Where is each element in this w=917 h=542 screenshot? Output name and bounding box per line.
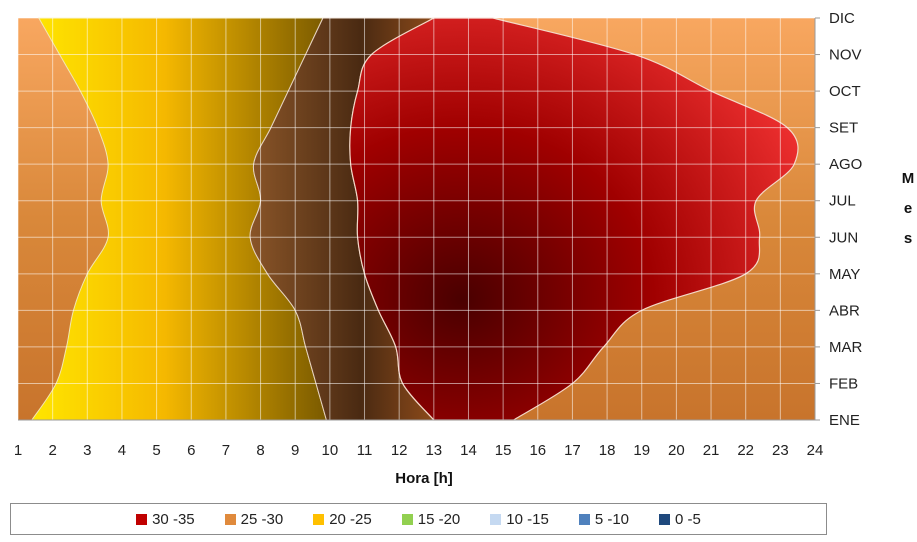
heatmap-chart: 1 2 3 4 5 6 7 8 9 10 11 12 13 14 15 16 17 18 19 20 21 22 23 24 … [14,10,915,487]
x-tick-label: 13 [425,442,442,459]
legend-swatch [490,513,502,525]
legend-swatch [578,513,590,525]
x-tick-label: 14 [460,442,477,459]
y-tick-label: OCT [829,83,861,100]
x-tick-label: 20 [668,442,685,459]
legend-item: 30 -35 [136,511,195,528]
legend-label: 15 -20 [417,510,461,528]
y-tick-label: FEB [829,375,858,392]
x-tick-label: 12 [391,442,408,459]
x-tick-label: 6 [187,442,195,459]
x-tick-label: 11 [357,442,373,459]
x-tick-label: 18 [599,442,616,459]
legend-label: 25 -30 [240,510,284,528]
y-tick-label: JUN [829,229,858,246]
x-tick-label: 24 [807,442,824,459]
y-tick-label: AGO [829,156,862,173]
legend-item: 10 -15 [490,511,549,528]
legend-item: 5 -10 [578,510,630,528]
x-tick-label: 8 [256,442,264,459]
legend-label: 10 -15 [506,510,549,528]
y-tick-label: MAY [829,266,860,283]
x-tick-label: 17 [564,442,581,459]
plot-area [18,17,815,421]
legend-item: 20 -25 [313,511,372,528]
x-tick-label: 7 [222,442,230,459]
x-tick-label: 15 [495,442,512,459]
grid-lines [17,17,816,421]
legend: 30 -35 25 -30 20 -25 15 -20 10 -15 5 -10 0 -5 [10,503,827,535]
x-tick-label: 2 [48,442,56,459]
y-axis: ENE FEB MAR ABR MAY JUN JUL AGO SET OCT NOV DIC [815,10,863,429]
x-tick-label: 5 [152,442,160,459]
legend-item: 0 -5 [659,511,701,528]
x-tick-label: 23 [772,442,789,459]
x-tick-label: 4 [118,442,126,459]
y-tick-label: NOV [829,47,862,64]
x-tick-label: 1 [14,442,22,459]
x-tick-label: 16 [529,442,546,459]
x-axis: 1 2 3 4 5 6 7 8 9 10 11 12 13 14 15 16 17 18 19 20 21 22 23 24 [14,442,824,459]
legend-item: 25 -30 [224,510,284,528]
y-tick-label: SET [829,120,858,137]
x-tick-label: 22 [737,442,754,459]
y-tick-label: ENE [829,412,860,429]
legend-label: 30 -35 [152,510,195,528]
y-tick-label: ABR [829,302,860,319]
legend-swatch [313,513,325,525]
y-axis-title-letter: s [904,230,912,247]
x-tick-label: 3 [83,442,91,459]
x-tick-label: 9 [291,442,299,459]
legend-swatch [659,513,671,525]
legend-label: 0 -5 [675,510,701,528]
legend-swatch [136,513,148,525]
legend-label: 5 -10 [594,510,630,528]
y-tick-label: JUL [829,193,856,210]
legend-label: 20 -25 [329,510,372,528]
y-axis-title: Mes [902,170,915,247]
x-tick-label: 19 [633,442,650,459]
legend-item: 15 -20 [401,510,461,528]
y-tick-label: MAR [829,339,863,356]
y-axis-title-letter: e [904,200,912,217]
x-tick-label: 10 [322,442,339,459]
x-axis-title: Hora [h] [395,470,453,487]
y-tick-label: DIC [829,10,855,27]
legend-swatch [401,513,413,525]
legend-swatch [224,513,236,525]
y-axis-title-letter: M [902,170,915,187]
x-tick-label: 21 [703,442,720,459]
